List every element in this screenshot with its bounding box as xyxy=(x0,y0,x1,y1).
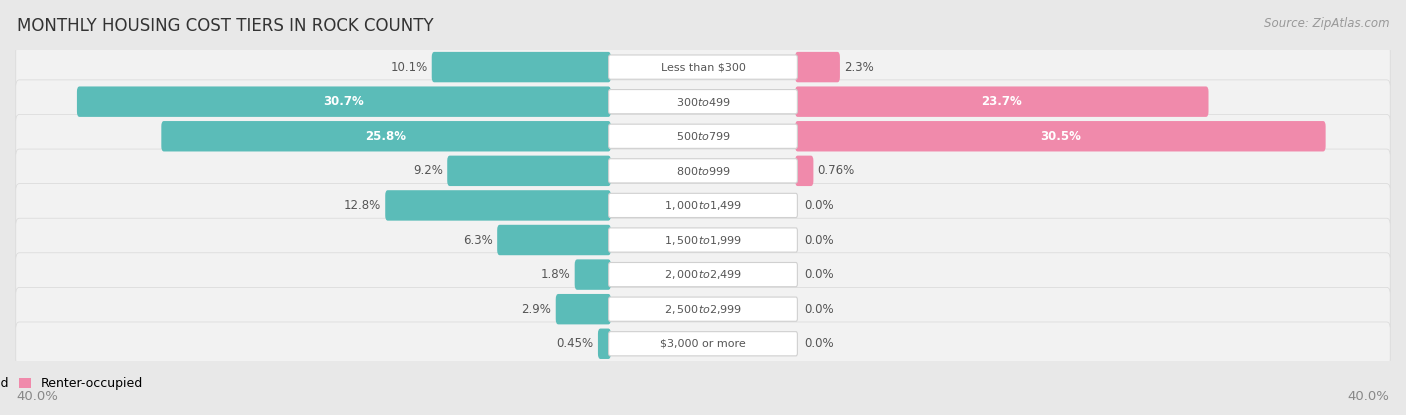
FancyBboxPatch shape xyxy=(609,332,797,356)
FancyBboxPatch shape xyxy=(609,297,797,321)
FancyBboxPatch shape xyxy=(447,156,610,186)
Text: 1.8%: 1.8% xyxy=(541,268,571,281)
Text: 10.1%: 10.1% xyxy=(391,61,427,73)
FancyBboxPatch shape xyxy=(162,121,610,151)
FancyBboxPatch shape xyxy=(609,263,797,287)
FancyBboxPatch shape xyxy=(796,156,814,186)
Text: $2,500 to $2,999: $2,500 to $2,999 xyxy=(664,303,742,316)
FancyBboxPatch shape xyxy=(609,90,797,114)
Text: 0.0%: 0.0% xyxy=(804,337,834,350)
Text: 23.7%: 23.7% xyxy=(981,95,1022,108)
Text: $500 to $799: $500 to $799 xyxy=(675,130,731,142)
FancyBboxPatch shape xyxy=(15,253,1391,296)
FancyBboxPatch shape xyxy=(77,86,610,117)
FancyBboxPatch shape xyxy=(15,218,1391,262)
FancyBboxPatch shape xyxy=(609,228,797,252)
Text: 30.7%: 30.7% xyxy=(323,95,364,108)
FancyBboxPatch shape xyxy=(15,322,1391,366)
FancyBboxPatch shape xyxy=(15,149,1391,193)
FancyBboxPatch shape xyxy=(385,190,610,221)
FancyBboxPatch shape xyxy=(15,183,1391,227)
Text: $2,000 to $2,499: $2,000 to $2,499 xyxy=(664,268,742,281)
FancyBboxPatch shape xyxy=(15,45,1391,89)
FancyBboxPatch shape xyxy=(15,80,1391,124)
Text: Source: ZipAtlas.com: Source: ZipAtlas.com xyxy=(1264,17,1389,29)
FancyBboxPatch shape xyxy=(609,159,797,183)
FancyBboxPatch shape xyxy=(609,193,797,217)
FancyBboxPatch shape xyxy=(609,124,797,148)
Text: Less than $300: Less than $300 xyxy=(661,62,745,72)
Text: 9.2%: 9.2% xyxy=(413,164,443,177)
FancyBboxPatch shape xyxy=(796,52,839,82)
FancyBboxPatch shape xyxy=(575,259,610,290)
Text: $1,500 to $1,999: $1,500 to $1,999 xyxy=(664,234,742,247)
Text: 2.3%: 2.3% xyxy=(844,61,875,73)
FancyBboxPatch shape xyxy=(796,121,1326,151)
FancyBboxPatch shape xyxy=(796,86,1209,117)
Text: 6.3%: 6.3% xyxy=(463,234,494,247)
Text: 12.8%: 12.8% xyxy=(343,199,381,212)
Text: MONTHLY HOUSING COST TIERS IN ROCK COUNTY: MONTHLY HOUSING COST TIERS IN ROCK COUNT… xyxy=(17,17,433,34)
FancyBboxPatch shape xyxy=(498,225,610,255)
Text: $3,000 or more: $3,000 or more xyxy=(661,339,745,349)
Text: 40.0%: 40.0% xyxy=(17,390,59,403)
Text: 2.9%: 2.9% xyxy=(522,303,551,316)
Text: $1,000 to $1,499: $1,000 to $1,499 xyxy=(664,199,742,212)
Legend: Owner-occupied, Renter-occupied: Owner-occupied, Renter-occupied xyxy=(0,372,149,395)
FancyBboxPatch shape xyxy=(432,52,610,82)
FancyBboxPatch shape xyxy=(15,287,1391,331)
FancyBboxPatch shape xyxy=(598,329,610,359)
Text: 0.0%: 0.0% xyxy=(804,199,834,212)
Text: 0.0%: 0.0% xyxy=(804,303,834,316)
Text: 25.8%: 25.8% xyxy=(366,130,406,143)
Text: 0.76%: 0.76% xyxy=(818,164,855,177)
Text: 0.0%: 0.0% xyxy=(804,268,834,281)
Text: 30.5%: 30.5% xyxy=(1040,130,1081,143)
Text: 0.0%: 0.0% xyxy=(804,234,834,247)
Text: $800 to $999: $800 to $999 xyxy=(675,165,731,177)
Text: 40.0%: 40.0% xyxy=(1347,390,1389,403)
Text: $300 to $499: $300 to $499 xyxy=(675,96,731,107)
Text: 0.45%: 0.45% xyxy=(557,337,593,350)
FancyBboxPatch shape xyxy=(555,294,610,325)
FancyBboxPatch shape xyxy=(15,115,1391,158)
FancyBboxPatch shape xyxy=(609,55,797,79)
